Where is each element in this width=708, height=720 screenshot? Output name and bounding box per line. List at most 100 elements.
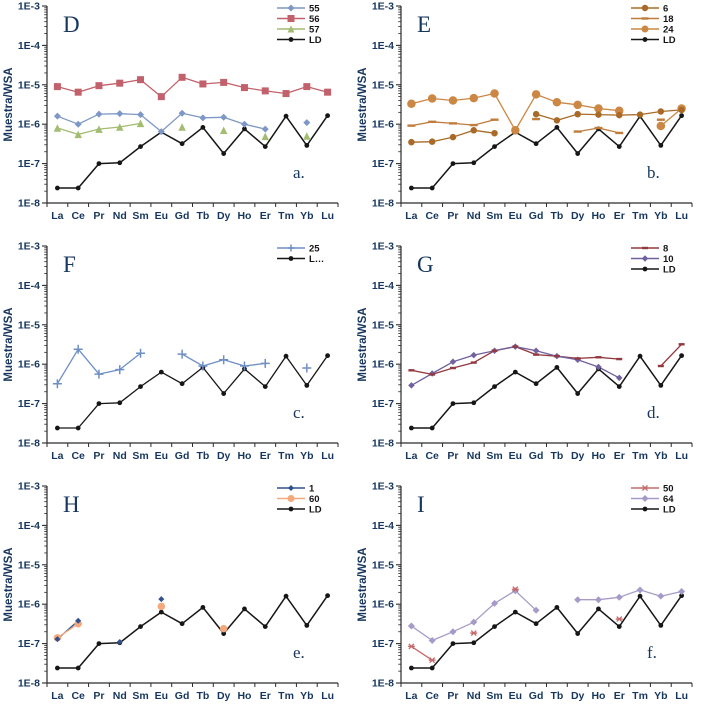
y-tick-label: 1E-3 bbox=[372, 481, 394, 493]
star-marker bbox=[428, 657, 436, 664]
diamond-marker bbox=[657, 592, 665, 600]
triangle-marker bbox=[95, 125, 103, 133]
diamond-marker bbox=[641, 495, 649, 502]
circle-marker bbox=[158, 609, 164, 615]
legend-label: LD bbox=[309, 505, 322, 516]
circle-marker bbox=[325, 353, 331, 359]
chart-G-svg: 1E-3 1E-4 1E-5 1E-6 1E-7 1E-8 La Ce Pr Nd Sm Eu Gd Tb… bbox=[357, 241, 693, 462]
circle-marker bbox=[75, 425, 81, 431]
axes: 1E-3 1E-4 1E-5 1E-6 1E-7 1E-8 La Ce Pr Nd Sm Eu Gd Tb… bbox=[18, 481, 339, 702]
corner-label: b. bbox=[647, 163, 660, 182]
circle-marker bbox=[679, 353, 685, 359]
circle-marker bbox=[575, 631, 581, 636]
y-tick-label: 1E-6 bbox=[18, 119, 40, 131]
legend-label: 24 bbox=[663, 25, 674, 36]
diamond-marker bbox=[641, 255, 649, 262]
circle-marker bbox=[471, 160, 477, 166]
dash-marker bbox=[657, 364, 664, 368]
star-marker bbox=[641, 485, 649, 491]
x-tick-label: Er bbox=[614, 450, 625, 462]
diamond-marker bbox=[178, 109, 186, 117]
circle-marker bbox=[138, 384, 143, 390]
circle-marker bbox=[532, 110, 540, 118]
y-tick-label: 1E-6 bbox=[372, 119, 394, 131]
square-marker bbox=[287, 15, 295, 22]
legend-label: LD bbox=[309, 35, 322, 46]
x-tick-label: Pr bbox=[93, 450, 104, 462]
circle-marker bbox=[408, 425, 414, 431]
panel-letter: F bbox=[63, 252, 76, 277]
series-line-LD bbox=[57, 595, 329, 669]
diamond-marker bbox=[678, 588, 686, 596]
circle-marker bbox=[408, 138, 415, 146]
chart-I-svg: 1E-3 1E-4 1E-5 1E-6 1E-7 1E-8 La Ce Pr Nd Sm Eu Gd Tb… bbox=[357, 481, 693, 702]
circle-marker bbox=[283, 353, 289, 359]
square-marker bbox=[116, 79, 124, 87]
x-tick-label: Dy bbox=[571, 210, 585, 222]
circle-marker bbox=[448, 96, 458, 105]
x-tick-label: Lu bbox=[675, 690, 688, 702]
circle-marker bbox=[283, 593, 289, 599]
x-tick-label: Ce bbox=[71, 450, 85, 462]
circle-marker bbox=[450, 401, 456, 406]
corner-label: d. bbox=[647, 403, 660, 422]
series-markers bbox=[407, 89, 686, 191]
x-tick-label: Ce bbox=[425, 450, 439, 462]
star-marker bbox=[407, 643, 415, 650]
legend-label: 6 bbox=[663, 4, 668, 15]
x-tick-label: Gd bbox=[529, 450, 544, 462]
circle-marker bbox=[641, 25, 649, 33]
circle-marker bbox=[642, 506, 648, 512]
circle-marker bbox=[491, 129, 498, 137]
y-tick-label: 1E-5 bbox=[18, 79, 40, 91]
circle-marker bbox=[408, 185, 414, 191]
series-line-LD bbox=[411, 355, 683, 429]
triangle-marker bbox=[74, 130, 82, 139]
x-tick-label: Pr bbox=[93, 690, 104, 702]
diamond-marker bbox=[615, 593, 623, 601]
y-tick-label: 1E-7 bbox=[372, 158, 394, 170]
y-tick-label: 1E-4 bbox=[18, 40, 40, 52]
circle-marker bbox=[492, 144, 497, 150]
legend-label: 60 bbox=[309, 494, 320, 505]
circle-marker bbox=[642, 266, 648, 272]
y-tick-label: 1E-3 bbox=[372, 241, 394, 253]
series-markers bbox=[52, 344, 331, 431]
triangle-marker bbox=[261, 132, 269, 141]
axes: 1E-3 1E-4 1E-5 1E-6 1E-7 1E-8 La Ce Pr Nd Sm Eu Gd Tb… bbox=[372, 241, 693, 462]
circle-marker bbox=[242, 606, 247, 612]
dash-marker bbox=[574, 357, 581, 360]
x-tick-label: Gd bbox=[529, 210, 544, 222]
y-axis-title: Muestra/WSA bbox=[3, 307, 15, 381]
x-tick-label: Tb bbox=[196, 690, 209, 702]
legend-label: 18 bbox=[663, 14, 674, 25]
dash-marker bbox=[512, 345, 519, 348]
x-tick-label: La bbox=[51, 450, 63, 462]
x-tick-label: Pr bbox=[447, 210, 458, 222]
corner-label: c. bbox=[293, 403, 305, 422]
x-tick-label: Nd bbox=[467, 450, 481, 462]
corner-label: a. bbox=[293, 163, 305, 182]
circle-marker bbox=[283, 113, 289, 119]
y-tick-label: 1E-4 bbox=[372, 40, 394, 52]
x-tick-label: Ho bbox=[237, 690, 251, 702]
circle-marker bbox=[221, 151, 227, 156]
x-tick-label: La bbox=[405, 450, 417, 462]
x-tick-label: Pr bbox=[447, 690, 458, 702]
diamond-marker bbox=[449, 358, 457, 366]
dash-marker bbox=[491, 349, 498, 352]
dash-marker bbox=[470, 361, 477, 364]
y-axis-title: Muestra/WSA bbox=[357, 67, 369, 141]
panel-H: 1E-3 1E-4 1E-5 1E-6 1E-7 1E-8 La Ce Pr Nd Sm Eu Gd Tb… bbox=[0, 480, 354, 720]
x-tick-label: Dy bbox=[217, 210, 231, 222]
y-tick-label: 1E-7 bbox=[372, 398, 394, 410]
diamond-marker bbox=[199, 114, 207, 122]
star-marker bbox=[470, 630, 478, 637]
chart-F-svg: 1E-3 1E-4 1E-5 1E-6 1E-7 1E-8 La Ce Pr Nd Sm Eu Gd Tb… bbox=[3, 241, 339, 462]
y-tick-label: 1E-7 bbox=[18, 398, 40, 410]
panel-letter: E bbox=[417, 12, 431, 37]
y-tick-label: 1E-5 bbox=[18, 319, 40, 331]
circle-marker bbox=[304, 382, 310, 388]
diamond-marker bbox=[75, 617, 82, 624]
